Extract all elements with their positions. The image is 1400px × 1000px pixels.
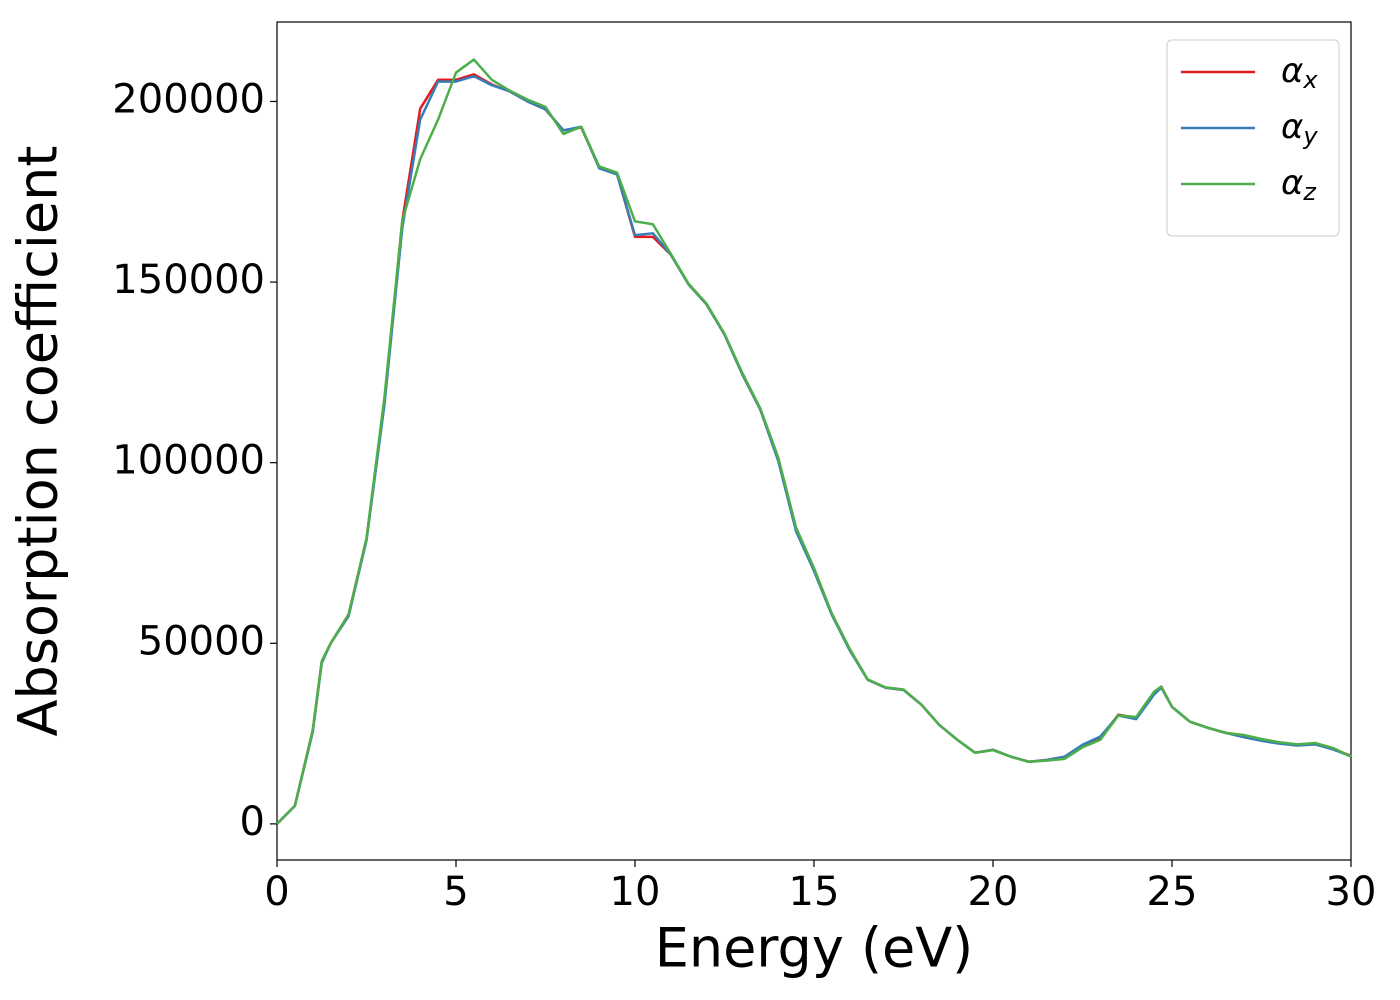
legend-label: αx [1281, 51, 1318, 95]
y-tick-label: 150000 [112, 257, 265, 303]
y-tick-label: 200000 [112, 76, 265, 122]
x-tick-label: 25 [1147, 869, 1198, 915]
x-tick-label: 5 [443, 869, 468, 915]
x-tick-label: 30 [1326, 869, 1377, 915]
y-tick-label: 0 [240, 799, 265, 845]
x-tick-label: 0 [264, 869, 289, 915]
legend-label: αy [1281, 107, 1318, 151]
x-axis-label: Energy (eV) [655, 917, 974, 980]
y-tick-label: 100000 [112, 438, 265, 484]
y-axis-label: Absorption coefficient [7, 146, 70, 737]
y-tick-label: 50000 [138, 618, 265, 664]
x-tick-label: 20 [968, 869, 1019, 915]
series-line [276, 58, 1352, 825]
legend-box [1166, 39, 1340, 237]
x-tick-label: 10 [610, 869, 661, 915]
x-tick-label: 15 [789, 869, 840, 915]
legend-label: αz [1281, 163, 1317, 207]
